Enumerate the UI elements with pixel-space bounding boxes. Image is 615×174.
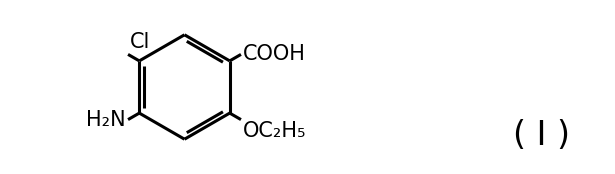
Text: COOH: COOH (243, 44, 306, 64)
Text: H₂N: H₂N (87, 110, 126, 130)
Text: Cl: Cl (130, 32, 151, 52)
Text: ( I ): ( I ) (513, 119, 569, 152)
Text: OC₂H₅: OC₂H₅ (243, 121, 306, 141)
